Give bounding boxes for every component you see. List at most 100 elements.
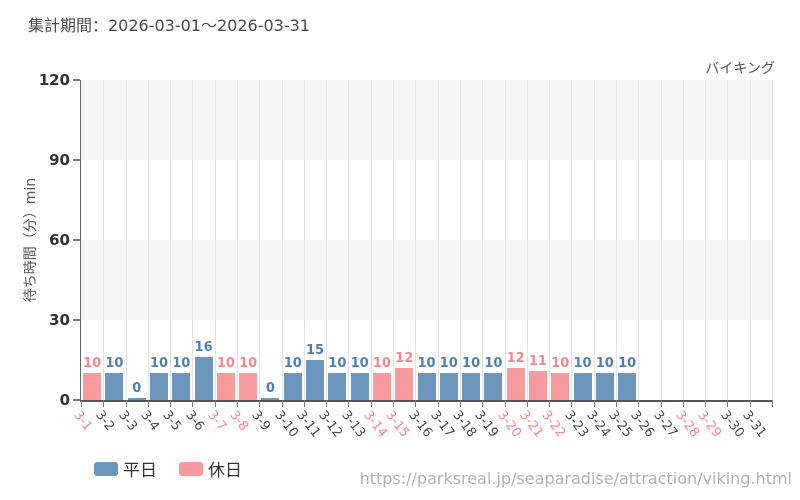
x-axis-tick	[259, 400, 261, 407]
bar-value-label: 10	[239, 356, 258, 372]
x-axis-label-3-15: 3-15	[382, 408, 413, 441]
wait-time-bar-3-6[interactable]	[194, 357, 213, 400]
vertical-gridline	[772, 80, 773, 400]
attraction-name-label: バイキング	[705, 61, 775, 77]
vertical-gridline	[660, 80, 662, 400]
wait-time-bar-3-15[interactable]	[395, 368, 414, 400]
vertical-gridline	[170, 80, 172, 400]
legend-item-weekday[interactable]: 平日	[94, 456, 157, 481]
x-axis-tick	[214, 400, 216, 407]
vertical-gridline	[103, 80, 105, 400]
x-axis-tick	[526, 400, 528, 407]
wait-time-bar-3-18[interactable]	[462, 373, 481, 400]
x-axis-tick	[593, 400, 595, 407]
x-axis-tick	[682, 400, 684, 407]
wait-time-bar-3-23[interactable]	[573, 373, 592, 400]
vertical-gridline	[326, 80, 328, 400]
vertical-gridline	[593, 80, 595, 400]
x-axis-tick	[482, 400, 484, 407]
x-axis-label-3-3: 3-3	[114, 408, 140, 434]
legend-label-weekday: 平日	[123, 461, 157, 481]
wait-time-bar-3-8[interactable]	[239, 373, 258, 400]
x-axis-label-3-2: 3-2	[92, 408, 118, 434]
bar-value-label: 10	[372, 356, 391, 372]
x-axis-label-3-13: 3-13	[337, 408, 368, 441]
wait-time-bar-3-10[interactable]	[283, 373, 302, 400]
x-axis-tick	[370, 400, 372, 407]
x-axis-label-3-26: 3-26	[627, 408, 658, 441]
wait-time-bar-3-12[interactable]	[328, 373, 347, 400]
vertical-gridline	[526, 80, 528, 400]
bar-value-label: 0	[265, 381, 275, 396]
x-axis-tick	[303, 400, 305, 407]
y-axis-tick-label: 0	[59, 391, 70, 409]
wait-time-bar-3-13[interactable]	[350, 373, 369, 400]
wait-time-bar-3-22[interactable]	[551, 373, 570, 400]
bar-value-label: 10	[105, 356, 124, 372]
y-axis-tick	[73, 159, 80, 161]
wait-time-bar-3-17[interactable]	[439, 373, 458, 400]
x-axis-label-3-12: 3-12	[315, 408, 346, 441]
wait-time-bar-3-7[interactable]	[216, 373, 235, 400]
wait-time-bar-3-5[interactable]	[172, 373, 191, 400]
wait-time-bar-3-3[interactable]	[127, 398, 146, 400]
x-axis-tick	[147, 400, 149, 407]
x-axis-label-3-31: 3-31	[739, 408, 770, 441]
y-axis-tick-label: 30	[49, 311, 70, 329]
x-axis-label-3-7: 3-7	[204, 408, 229, 434]
bar-chart-plot-area: 10 10 0 10 10 16 10 10 0 10 15 10 10 10 12 10 10 10 10 12 11…	[73, 79, 773, 407]
wait-time-bar-3-20[interactable]	[506, 368, 525, 400]
wait-time-bar-3-14[interactable]	[372, 373, 391, 400]
vertical-gridline	[504, 80, 506, 400]
period-title: 集計期間：2026-03-01～2026-03-31	[28, 16, 310, 35]
grid-band	[81, 240, 772, 320]
vertical-gridline	[705, 80, 707, 400]
x-axis-label-3-23: 3-23	[560, 408, 591, 441]
y-axis-tick-label: 90	[49, 151, 70, 169]
legend-label-holiday: 休日	[208, 461, 242, 481]
wait-time-bar-3-21[interactable]	[528, 370, 547, 400]
x-axis-label-3-17: 3-17	[426, 408, 457, 441]
y-axis-tick	[73, 79, 80, 81]
bar-value-label: 12	[395, 351, 414, 366]
y-axis-tick	[73, 319, 80, 321]
x-axis-label-3-27: 3-27	[649, 408, 680, 441]
vertical-gridline	[281, 80, 283, 400]
x-axis-label-3-10: 3-10	[270, 408, 301, 441]
bar-value-label: 12	[506, 351, 525, 366]
x-axis-label-3-30: 3-30	[716, 408, 747, 441]
x-axis-tick	[772, 400, 773, 407]
wait-time-bar-3-11[interactable]	[306, 360, 325, 400]
bar-value-label: 10	[83, 356, 102, 372]
vertical-gridline	[237, 80, 239, 400]
source-url: https://parksreal.jp/seaparadise/attract…	[359, 469, 792, 488]
x-axis-tick	[170, 400, 172, 407]
wait-time-bar-3-1[interactable]	[83, 373, 102, 400]
vertical-gridline	[749, 80, 751, 400]
vertical-gridline	[370, 80, 372, 400]
x-axis-tick	[281, 400, 283, 407]
vertical-gridline	[125, 80, 127, 400]
vertical-gridline	[303, 80, 305, 400]
x-axis-label-3-29: 3-29	[694, 408, 725, 441]
wait-time-bar-3-16[interactable]	[417, 373, 436, 400]
x-axis-tick	[348, 400, 350, 407]
wait-time-bar-3-24[interactable]	[595, 373, 614, 400]
y-axis-tick	[73, 399, 80, 401]
wait-time-bar-3-2[interactable]	[105, 373, 124, 400]
vertical-gridline	[615, 80, 617, 400]
wait-time-bar-3-19[interactable]	[484, 373, 503, 400]
bar-value-label: 10	[618, 356, 637, 372]
vertical-gridline	[214, 80, 216, 400]
vertical-gridline	[459, 80, 461, 400]
bar-value-label: 0	[132, 381, 142, 396]
legend-item-holiday[interactable]: 休日	[179, 456, 242, 481]
bar-value-label: 10	[417, 356, 436, 372]
wait-time-bar-3-4[interactable]	[150, 373, 169, 400]
bar-value-label: 10	[595, 356, 614, 372]
x-axis-tick	[103, 400, 105, 407]
vertical-gridline	[348, 80, 350, 400]
wait-time-bar-3-25[interactable]	[618, 373, 637, 400]
wait-time-bar-3-9[interactable]	[261, 398, 280, 400]
